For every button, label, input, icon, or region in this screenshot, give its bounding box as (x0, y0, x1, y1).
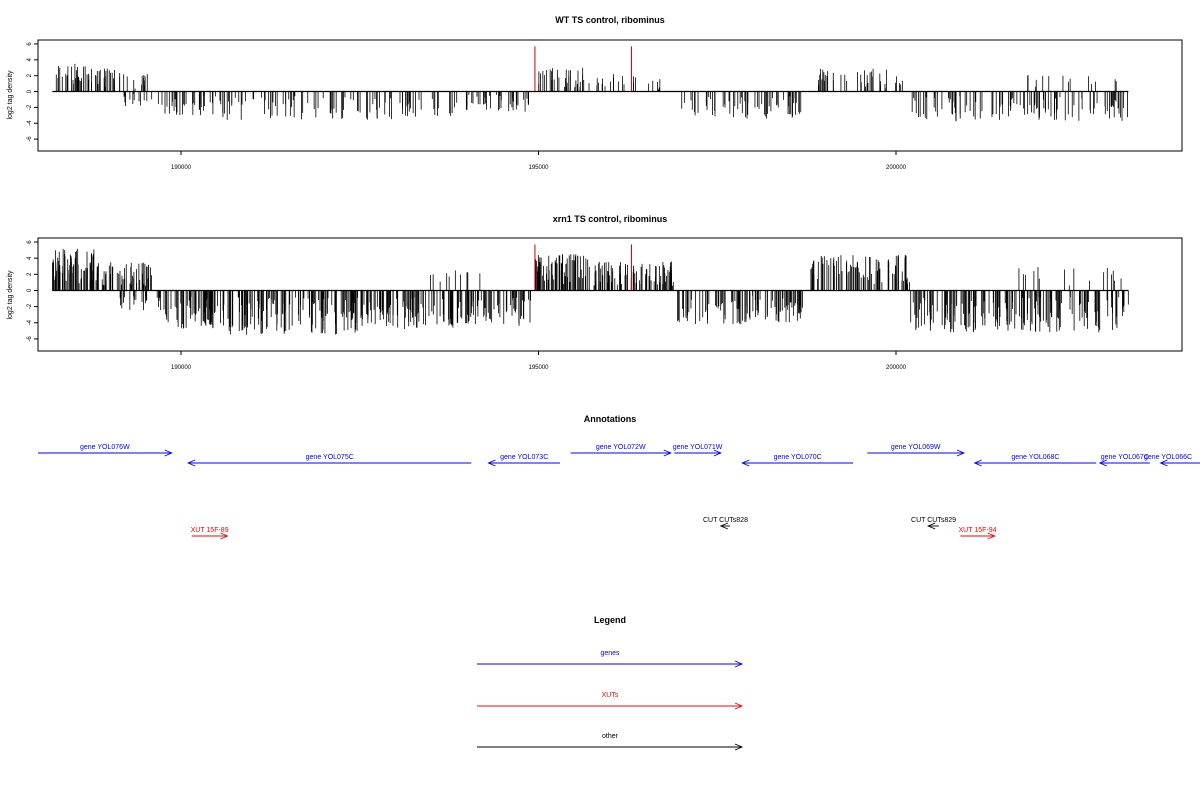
feature-label: gene YOL075C (306, 454, 354, 461)
legend-title: Legend (594, 615, 626, 625)
arrowhead-icon (734, 660, 744, 668)
legend-label: XUTs (602, 692, 619, 699)
plot-frame (37, 39, 1183, 152)
feature-gene: gene YOL071W (673, 444, 723, 457)
y-tick-label: -4 (27, 120, 33, 126)
legend-entries: genes XUTs other (477, 650, 744, 751)
arrowhead-icon (164, 449, 173, 457)
feature-label: gene YOL071W (673, 444, 723, 451)
x-tick-label: 190000 (171, 165, 192, 171)
feature-other: CUT CUTs829 (911, 517, 956, 530)
x-tick-label: 190000 (171, 365, 192, 371)
arrowhead-icon (1098, 459, 1107, 467)
arrowhead-icon (220, 532, 229, 540)
x-axis: 190000 195000 200000 (171, 351, 907, 371)
y-axis-label: log2 tag density (7, 70, 14, 120)
arrowhead-icon (741, 459, 750, 467)
arrowhead-icon (973, 459, 982, 467)
y-tick-label: 2 (27, 272, 33, 276)
y-tick-label: 6 (27, 42, 33, 46)
panel-wt: WT TS control, ribominus log2 tag densit… (7, 15, 1183, 171)
bars (52, 244, 1129, 335)
arrowhead-icon (719, 522, 729, 530)
feature-label: gene YOL070C (774, 454, 822, 461)
arrowhead-icon (734, 702, 744, 710)
legend-entry: other (477, 733, 744, 751)
feature-label: XUT 15F-89 (191, 527, 229, 534)
y-tick-label: 4 (27, 256, 33, 260)
feature-xut: XUT 15F-94 (959, 527, 997, 540)
panel-title: xrn1 TS control, ribominus (553, 214, 668, 224)
y-tick-label: -6 (27, 136, 33, 142)
arrowhead-icon (1159, 459, 1168, 467)
y-tick-label: -6 (27, 336, 33, 342)
feature-label: gene YOL067C (1101, 454, 1149, 461)
panel-xrn1: xrn1 TS control, ribominus log2 tag dens… (7, 214, 1183, 371)
x-axis: 190000 195000 200000 (171, 151, 907, 171)
arrowhead-icon (187, 459, 196, 467)
y-tick-label: -2 (27, 303, 33, 309)
y-axis: -6 -4 -2 0 2 4 6 (27, 42, 38, 142)
panel-title: WT TS control, ribominus (555, 15, 665, 25)
annotations-title: Annotations (584, 414, 637, 424)
y-tick-label: 4 (27, 57, 33, 61)
plot-frame (37, 237, 1183, 352)
feature-label: CUT CUTs829 (911, 517, 956, 524)
y-tick-label: 0 (27, 288, 33, 292)
legend-entry: genes (477, 650, 744, 668)
y-axis: -6 -4 -2 0 2 4 6 (27, 240, 38, 342)
feature-label: gene YOL066C (1144, 454, 1192, 461)
arrowhead-icon (734, 743, 744, 751)
feature-gene: gene YOL073C (487, 454, 560, 467)
feature-label: gene YOL076W (80, 444, 130, 451)
x-tick-label: 195000 (528, 365, 549, 371)
feature-label: XUT 15F-94 (959, 527, 997, 534)
legend-entry: XUTs (477, 692, 744, 710)
legend: Legend genes XUTs other (477, 615, 744, 751)
feature-label: gene YOL069W (891, 444, 941, 451)
feature-gene: gene YOL075C (187, 454, 472, 467)
feature-gene: gene YOL070C (741, 454, 854, 467)
x-tick-label: 200000 (886, 165, 907, 171)
y-tick-label: 2 (27, 73, 33, 77)
y-axis-label: log2 tag density (7, 270, 14, 320)
feature-xut: XUT 15F-89 (191, 527, 229, 540)
x-tick-label: 200000 (886, 365, 907, 371)
feature-gene: gene YOL066C (1144, 454, 1200, 467)
feature-label: gene YOL072W (596, 444, 646, 451)
feature-label: CUT CUTs828 (703, 517, 748, 524)
arrowhead-icon (487, 459, 496, 467)
feature-gene: gene YOL067C (1098, 454, 1150, 467)
feature-gene: gene YOL069W (867, 444, 966, 457)
feature-gene: gene YOL068C (973, 454, 1097, 467)
arrowhead-icon (927, 522, 936, 530)
feature-label: gene YOL068C (1011, 454, 1059, 461)
y-tick-label: -4 (27, 319, 33, 325)
bars (52, 46, 1129, 122)
y-tick-label: 0 (27, 89, 33, 93)
legend-label: other (602, 733, 619, 740)
arrowhead-icon (663, 449, 672, 457)
x-tick-label: 195000 (528, 165, 549, 171)
y-tick-label: -2 (27, 104, 33, 110)
y-tick-label: 6 (27, 240, 33, 244)
arrowhead-icon (987, 532, 996, 540)
arrowhead-icon (956, 449, 966, 457)
feature-gene: gene YOL076W (38, 444, 173, 457)
arrowhead-icon (713, 449, 722, 457)
features: gene YOL076W gene YOL075C gene YOL073C gene… (38, 444, 1200, 540)
legend-label: genes (600, 650, 620, 657)
feature-other: CUT CUTs828 (703, 517, 748, 530)
feature-gene: gene YOL072W (570, 444, 672, 457)
feature-label: gene YOL073C (500, 454, 548, 461)
